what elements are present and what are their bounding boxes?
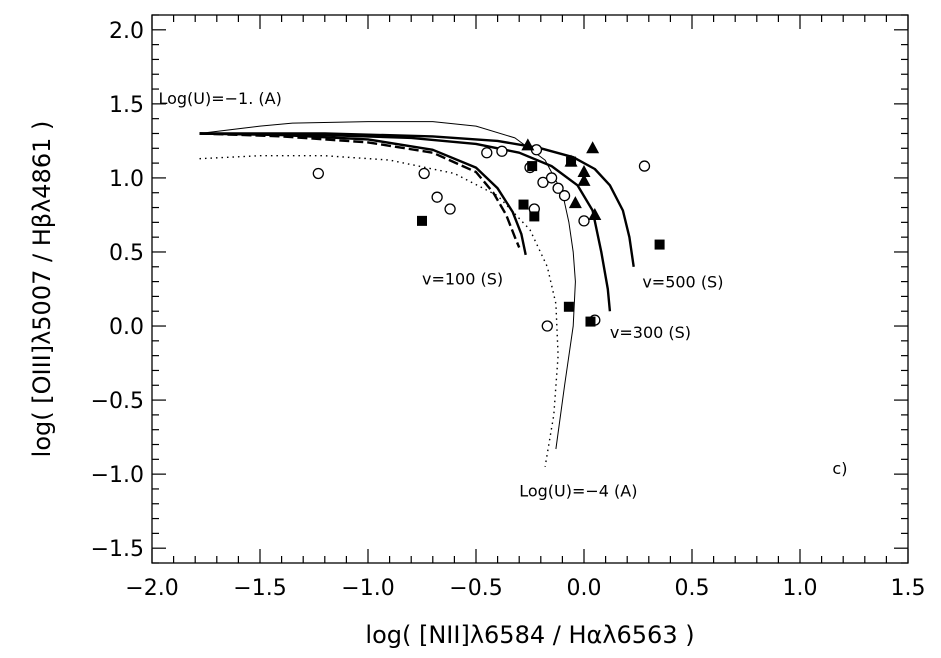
x-tick-label: −1.0 (341, 576, 394, 601)
y-tick-label: −0.5 (91, 389, 144, 414)
open-circle-point (312, 167, 324, 180)
y-tick-label: 1.5 (109, 93, 144, 118)
x-tick-label: 1.5 (891, 576, 926, 601)
thick-solid-curve (199, 132, 527, 256)
data-markers (312, 138, 665, 332)
filled-square-point (529, 211, 540, 222)
open-circle-point (638, 160, 651, 172)
filled-triangle-point (577, 164, 591, 177)
thin-solid-curve (199, 121, 576, 450)
filled-triangle-point (521, 138, 535, 151)
x-tick-label: 1.0 (783, 576, 818, 601)
filled-triangle-point (586, 141, 600, 154)
y-tick-label: −1.0 (91, 463, 144, 488)
filled-square-point (585, 316, 596, 327)
curve-label: v=500 (S) (642, 273, 723, 292)
y-axis-title: log( [OIII]λ5007 / Hβλ4861 ) (28, 121, 56, 458)
filled-square-point (417, 215, 427, 226)
open-circle-point (431, 191, 443, 203)
dashed-curve (199, 132, 521, 248)
open-circle-point (552, 182, 564, 194)
open-circle-point (558, 190, 571, 202)
x-tick-label: −2.0 (125, 576, 178, 601)
y-tick-labels: −1.5 −1.0 −0.5 0.0 0.5 1.0 1.5 2.0 (91, 19, 144, 562)
y-tick-label: 0.5 (109, 241, 144, 266)
open-circle-point (541, 320, 553, 332)
curve-label: v=100 (S) (422, 270, 503, 289)
filled-square-point (563, 301, 574, 312)
filled-triangle-point (588, 207, 602, 220)
open-circle-point (444, 203, 456, 215)
open-circle-point (578, 215, 590, 227)
x-tick-label: −0.5 (449, 576, 502, 601)
open-circle-point (418, 167, 430, 180)
filled-triangle-point (568, 196, 582, 209)
open-circle-point (496, 145, 508, 157)
y-tick-label: −1.5 (91, 537, 144, 562)
filled-square-point (654, 239, 665, 250)
curve-label: v=300 (S) (610, 323, 691, 342)
thick-solid-curve (199, 132, 612, 312)
y-tick-label: 0.0 (109, 315, 144, 340)
plot-frame (151, 14, 909, 564)
x-tick-label: 0.5 (675, 576, 710, 601)
open-circle-point (545, 172, 558, 184)
x-tick-label: 0.0 (567, 576, 602, 601)
curve-label: Log(U)=−4 (A) (519, 481, 637, 500)
x-tick-label: −1.5 (233, 576, 286, 601)
x-tick-labels: −2.0 −1.5 −1.0 −0.5 0.0 0.5 1.0 1.5 (125, 576, 925, 601)
axis-ticks (151, 14, 909, 564)
open-circle-point (481, 147, 493, 159)
model-curves (199, 121, 635, 467)
y-tick-label: 1.0 (109, 167, 144, 192)
curve-label: c) (832, 459, 847, 478)
x-axis-title: log( [NII]λ6584 / Hαλ6563 ) (365, 621, 694, 649)
filled-triangle-point (564, 154, 578, 167)
filled-triangle-point (577, 173, 591, 186)
thick-solid-curve (199, 132, 635, 267)
open-circle-point (537, 176, 549, 189)
annotations: Log(U)=−1. (A) v=100 (S) v=500 (S) v=300 (S… (158, 89, 847, 500)
curve-label: Log(U)=−1. (A) (158, 89, 281, 108)
filled-square-point (527, 161, 538, 172)
filled-square-point (518, 199, 529, 210)
dotted-curve (199, 155, 559, 467)
y-tick-label: 2.0 (109, 19, 144, 44)
